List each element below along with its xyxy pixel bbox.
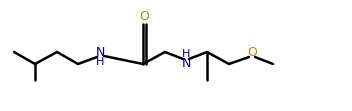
Text: H: H	[96, 57, 104, 67]
Text: N: N	[181, 56, 191, 69]
Text: O: O	[139, 11, 149, 24]
Text: H: H	[182, 49, 190, 59]
Text: N: N	[95, 46, 105, 58]
Text: O: O	[247, 46, 257, 58]
